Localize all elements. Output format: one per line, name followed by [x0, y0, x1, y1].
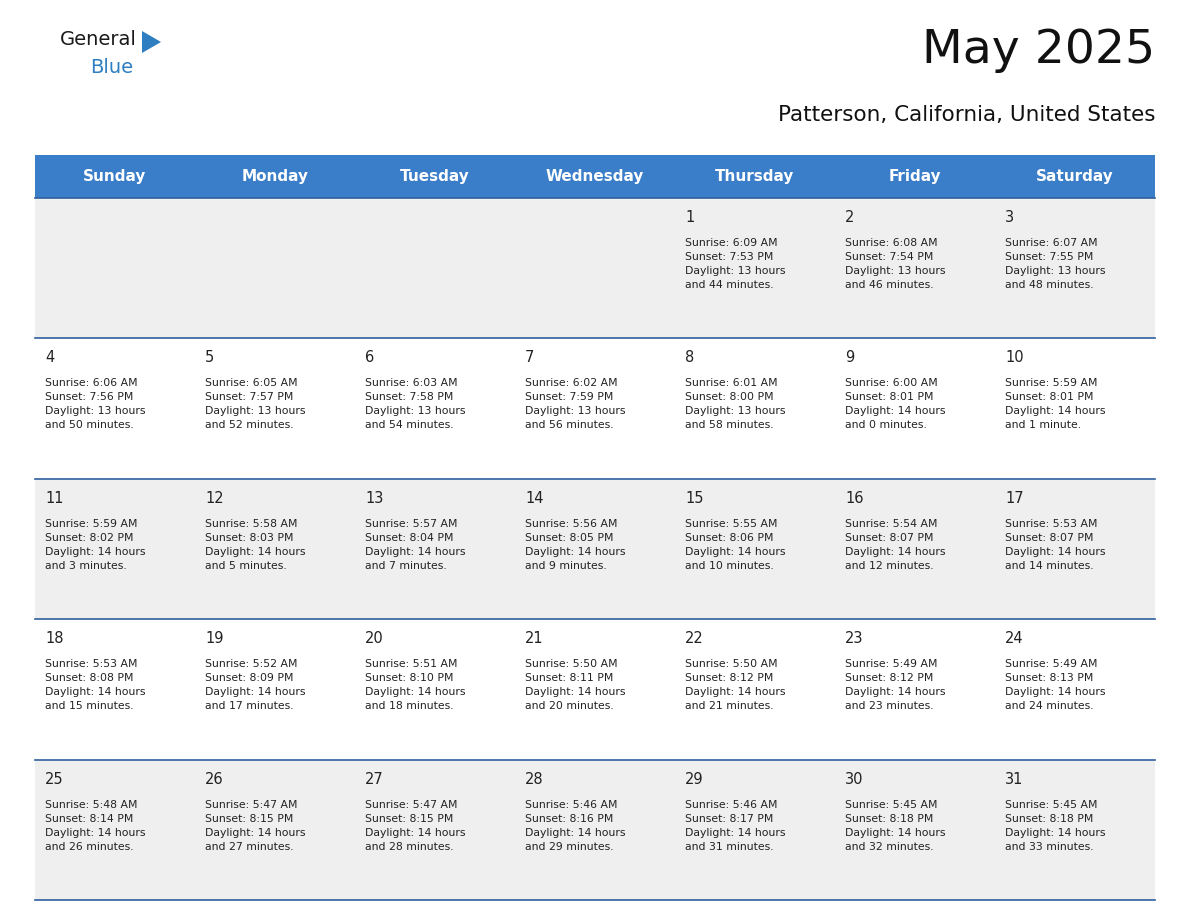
Bar [34, 479, 1155, 620]
Text: Sunrise: 6:01 AM
Sunset: 8:00 PM
Daylight: 13 hours
and 58 minutes.: Sunrise: 6:01 AM Sunset: 8:00 PM Dayligh… [685, 378, 785, 431]
Text: Sunrise: 5:49 AM
Sunset: 8:13 PM
Daylight: 14 hours
and 24 minutes.: Sunrise: 5:49 AM Sunset: 8:13 PM Dayligh… [1005, 659, 1106, 711]
Text: 9: 9 [845, 351, 854, 365]
Text: Sunrise: 5:51 AM
Sunset: 8:10 PM
Daylight: 14 hours
and 18 minutes.: Sunrise: 5:51 AM Sunset: 8:10 PM Dayligh… [365, 659, 466, 711]
Text: 17: 17 [1005, 491, 1024, 506]
Text: Sunrise: 5:53 AM
Sunset: 8:07 PM
Daylight: 14 hours
and 14 minutes.: Sunrise: 5:53 AM Sunset: 8:07 PM Dayligh… [1005, 519, 1106, 571]
Text: Sunrise: 5:47 AM
Sunset: 8:15 PM
Daylight: 14 hours
and 27 minutes.: Sunrise: 5:47 AM Sunset: 8:15 PM Dayligh… [206, 800, 305, 852]
Text: Sunrise: 6:02 AM
Sunset: 7:59 PM
Daylight: 13 hours
and 56 minutes.: Sunrise: 6:02 AM Sunset: 7:59 PM Dayligh… [525, 378, 626, 431]
Text: 21: 21 [525, 632, 544, 646]
Bar [34, 198, 1155, 339]
Text: Tuesday: Tuesday [400, 169, 470, 184]
Text: 18: 18 [45, 632, 63, 646]
Bar [34, 620, 1155, 759]
Text: 29: 29 [685, 772, 703, 787]
Text: Sunrise: 6:09 AM
Sunset: 7:53 PM
Daylight: 13 hours
and 44 minutes.: Sunrise: 6:09 AM Sunset: 7:53 PM Dayligh… [685, 238, 785, 290]
Text: Sunrise: 5:49 AM
Sunset: 8:12 PM
Daylight: 14 hours
and 23 minutes.: Sunrise: 5:49 AM Sunset: 8:12 PM Dayligh… [845, 659, 946, 711]
Text: Saturday: Saturday [1036, 169, 1114, 184]
Text: 27: 27 [365, 772, 384, 787]
Polygon shape [143, 31, 162, 53]
Text: Sunrise: 5:50 AM
Sunset: 8:11 PM
Daylight: 14 hours
and 20 minutes.: Sunrise: 5:50 AM Sunset: 8:11 PM Dayligh… [525, 659, 626, 711]
Text: 31: 31 [1005, 772, 1023, 787]
Text: 25: 25 [45, 772, 64, 787]
Text: Sunrise: 6:00 AM
Sunset: 8:01 PM
Daylight: 14 hours
and 0 minutes.: Sunrise: 6:00 AM Sunset: 8:01 PM Dayligh… [845, 378, 946, 431]
Text: 12: 12 [206, 491, 223, 506]
Text: 22: 22 [685, 632, 703, 646]
Text: 30: 30 [845, 772, 864, 787]
Text: 26: 26 [206, 772, 223, 787]
Text: 13: 13 [365, 491, 384, 506]
Text: Sunrise: 5:58 AM
Sunset: 8:03 PM
Daylight: 14 hours
and 5 minutes.: Sunrise: 5:58 AM Sunset: 8:03 PM Dayligh… [206, 519, 305, 571]
Text: Sunrise: 6:06 AM
Sunset: 7:56 PM
Daylight: 13 hours
and 50 minutes.: Sunrise: 6:06 AM Sunset: 7:56 PM Dayligh… [45, 378, 145, 431]
Text: 11: 11 [45, 491, 63, 506]
Text: Thursday: Thursday [715, 169, 795, 184]
Text: General: General [61, 30, 137, 49]
Text: Sunrise: 6:05 AM
Sunset: 7:57 PM
Daylight: 13 hours
and 52 minutes.: Sunrise: 6:05 AM Sunset: 7:57 PM Dayligh… [206, 378, 305, 431]
Text: Sunrise: 5:45 AM
Sunset: 8:18 PM
Daylight: 14 hours
and 32 minutes.: Sunrise: 5:45 AM Sunset: 8:18 PM Dayligh… [845, 800, 946, 852]
Text: 8: 8 [685, 351, 694, 365]
Text: Friday: Friday [889, 169, 941, 184]
Text: Sunrise: 5:53 AM
Sunset: 8:08 PM
Daylight: 14 hours
and 15 minutes.: Sunrise: 5:53 AM Sunset: 8:08 PM Dayligh… [45, 659, 145, 711]
Text: 2: 2 [845, 210, 854, 225]
Text: Sunrise: 5:45 AM
Sunset: 8:18 PM
Daylight: 14 hours
and 33 minutes.: Sunrise: 5:45 AM Sunset: 8:18 PM Dayligh… [1005, 800, 1106, 852]
Text: 5: 5 [206, 351, 214, 365]
Text: Blue: Blue [90, 58, 133, 77]
Text: Sunrise: 6:08 AM
Sunset: 7:54 PM
Daylight: 13 hours
and 46 minutes.: Sunrise: 6:08 AM Sunset: 7:54 PM Dayligh… [845, 238, 946, 290]
Text: Sunrise: 5:47 AM
Sunset: 8:15 PM
Daylight: 14 hours
and 28 minutes.: Sunrise: 5:47 AM Sunset: 8:15 PM Dayligh… [365, 800, 466, 852]
Text: Sunrise: 6:07 AM
Sunset: 7:55 PM
Daylight: 13 hours
and 48 minutes.: Sunrise: 6:07 AM Sunset: 7:55 PM Dayligh… [1005, 238, 1106, 290]
Text: Sunrise: 6:03 AM
Sunset: 7:58 PM
Daylight: 13 hours
and 54 minutes.: Sunrise: 6:03 AM Sunset: 7:58 PM Dayligh… [365, 378, 466, 431]
Text: Sunrise: 5:50 AM
Sunset: 8:12 PM
Daylight: 14 hours
and 21 minutes.: Sunrise: 5:50 AM Sunset: 8:12 PM Dayligh… [685, 659, 785, 711]
Text: Sunrise: 5:46 AM
Sunset: 8:16 PM
Daylight: 14 hours
and 29 minutes.: Sunrise: 5:46 AM Sunset: 8:16 PM Dayligh… [525, 800, 626, 852]
Text: Sunrise: 5:52 AM
Sunset: 8:09 PM
Daylight: 14 hours
and 17 minutes.: Sunrise: 5:52 AM Sunset: 8:09 PM Dayligh… [206, 659, 305, 711]
Text: Sunday: Sunday [83, 169, 146, 184]
Text: 14: 14 [525, 491, 543, 506]
Text: Sunrise: 5:56 AM
Sunset: 8:05 PM
Daylight: 14 hours
and 9 minutes.: Sunrise: 5:56 AM Sunset: 8:05 PM Dayligh… [525, 519, 626, 571]
Bar [34, 759, 1155, 900]
Text: 1: 1 [685, 210, 694, 225]
Text: 16: 16 [845, 491, 864, 506]
Text: 6: 6 [365, 351, 374, 365]
Text: Sunrise: 5:46 AM
Sunset: 8:17 PM
Daylight: 14 hours
and 31 minutes.: Sunrise: 5:46 AM Sunset: 8:17 PM Dayligh… [685, 800, 785, 852]
Text: Wednesday: Wednesday [545, 169, 644, 184]
Bar [34, 339, 1155, 479]
Text: 3: 3 [1005, 210, 1015, 225]
Text: 20: 20 [365, 632, 384, 646]
Text: 15: 15 [685, 491, 703, 506]
Text: Sunrise: 5:55 AM
Sunset: 8:06 PM
Daylight: 14 hours
and 10 minutes.: Sunrise: 5:55 AM Sunset: 8:06 PM Dayligh… [685, 519, 785, 571]
Text: Sunrise: 5:59 AM
Sunset: 8:01 PM
Daylight: 14 hours
and 1 minute.: Sunrise: 5:59 AM Sunset: 8:01 PM Dayligh… [1005, 378, 1106, 431]
Text: Monday: Monday [241, 169, 309, 184]
Text: 10: 10 [1005, 351, 1024, 365]
Text: 24: 24 [1005, 632, 1024, 646]
Text: 23: 23 [845, 632, 864, 646]
Text: Sunrise: 5:48 AM
Sunset: 8:14 PM
Daylight: 14 hours
and 26 minutes.: Sunrise: 5:48 AM Sunset: 8:14 PM Dayligh… [45, 800, 145, 852]
Text: Sunrise: 5:54 AM
Sunset: 8:07 PM
Daylight: 14 hours
and 12 minutes.: Sunrise: 5:54 AM Sunset: 8:07 PM Dayligh… [845, 519, 946, 571]
Text: 7: 7 [525, 351, 535, 365]
Text: Patterson, California, United States: Patterson, California, United States [777, 105, 1155, 125]
Text: 4: 4 [45, 351, 55, 365]
Text: 19: 19 [206, 632, 223, 646]
Text: May 2025: May 2025 [922, 28, 1155, 73]
Text: 28: 28 [525, 772, 544, 787]
Text: Sunrise: 5:59 AM
Sunset: 8:02 PM
Daylight: 14 hours
and 3 minutes.: Sunrise: 5:59 AM Sunset: 8:02 PM Dayligh… [45, 519, 145, 571]
Text: Sunrise: 5:57 AM
Sunset: 8:04 PM
Daylight: 14 hours
and 7 minutes.: Sunrise: 5:57 AM Sunset: 8:04 PM Dayligh… [365, 519, 466, 571]
Bar [34, 155, 1155, 198]
